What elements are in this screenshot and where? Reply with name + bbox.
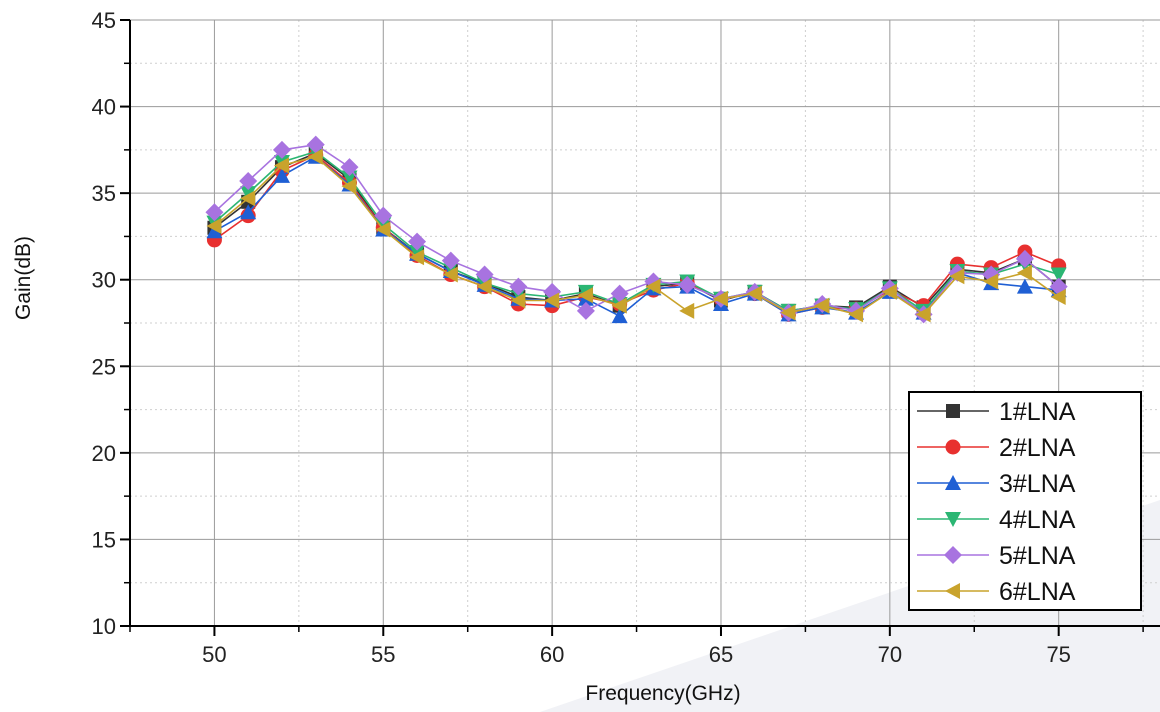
data-point <box>848 306 864 323</box>
y-tick-label: 15 <box>92 527 116 552</box>
x-tick-label: 55 <box>371 642 395 667</box>
series-6 <box>206 148 1066 323</box>
legend-marker <box>946 404 960 418</box>
legend-marker <box>945 583 960 599</box>
data-point <box>375 217 392 233</box>
data-point <box>1016 264 1032 281</box>
x-tick-label: 65 <box>709 642 733 667</box>
data-point <box>409 245 426 261</box>
data-point <box>678 275 697 294</box>
data-point <box>206 218 222 235</box>
y-tick-label: 25 <box>92 354 116 379</box>
data-point <box>273 157 289 174</box>
legend-marker <box>944 546 962 564</box>
data-point <box>272 140 291 159</box>
legend-item: 5#LNA <box>917 542 1076 570</box>
data-point <box>240 190 256 207</box>
data-point <box>611 308 628 324</box>
data-point <box>712 290 728 307</box>
data-point <box>240 204 257 220</box>
legend-item: 1#LNA <box>917 398 1076 426</box>
data-point <box>915 306 931 323</box>
y-tick-label: 10 <box>92 614 116 639</box>
legend-label: 5#LNA <box>999 542 1076 570</box>
legend-marker <box>945 512 961 527</box>
x-axis-label: Frequency(GHz) <box>585 682 740 705</box>
data-point <box>509 277 528 296</box>
tick-labels: 50 55 60 65 70 75 10 15 20 25 30 35 40 45 <box>92 8 1071 667</box>
data-point <box>273 167 290 183</box>
data-point <box>679 302 695 319</box>
data-point <box>476 278 492 295</box>
x-tick-label: 50 <box>202 642 226 667</box>
data-point <box>1050 289 1066 306</box>
data-point <box>1016 278 1033 294</box>
axes <box>120 19 1160 636</box>
data-point <box>205 203 224 222</box>
legend-marker <box>945 439 961 455</box>
data-point <box>610 284 629 303</box>
data-point <box>374 206 393 225</box>
y-tick-label: 35 <box>92 181 116 206</box>
x-tick-label: 60 <box>540 642 564 667</box>
legend-marker <box>945 475 961 490</box>
data-point <box>441 251 460 270</box>
data-point <box>645 278 661 295</box>
legend-box <box>908 391 1142 611</box>
data-point <box>341 178 357 195</box>
data-point <box>1015 249 1034 268</box>
data-point <box>240 186 257 202</box>
legend-item: 2#LNA <box>917 434 1076 462</box>
data-point <box>611 297 627 314</box>
data-point <box>409 249 425 266</box>
data-point <box>814 297 830 314</box>
legend-item: 4#LNA <box>917 506 1076 534</box>
x-tick-label: 70 <box>878 642 902 667</box>
data-point <box>510 292 526 309</box>
y-tick-label: 40 <box>92 95 116 120</box>
data-point <box>307 148 323 165</box>
data-point <box>206 223 223 239</box>
data-point <box>1050 267 1067 283</box>
legend-label: 2#LNA <box>999 434 1076 462</box>
data-point <box>780 304 796 321</box>
data-point <box>544 292 560 309</box>
data-point <box>340 158 359 177</box>
legend-item: 3#LNA <box>917 470 1076 498</box>
data-point <box>576 301 595 320</box>
data-point <box>949 268 965 285</box>
series-layer <box>205 135 1068 324</box>
data-point <box>442 266 458 283</box>
data-point <box>983 273 999 290</box>
legend-label: 3#LNA <box>999 470 1076 498</box>
legend-item: 6#LNA <box>917 578 1076 606</box>
y-tick-label: 45 <box>92 8 116 33</box>
data-point <box>746 285 762 302</box>
y-axis-label: Gain(dB) <box>12 236 35 320</box>
y-tick-label: 20 <box>92 441 116 466</box>
data-point <box>881 283 897 300</box>
legend-label: 4#LNA <box>999 506 1076 534</box>
data-point <box>408 232 427 251</box>
y-tick-label: 30 <box>92 268 116 293</box>
data-point <box>375 221 391 238</box>
legend-label: 6#LNA <box>999 578 1076 606</box>
data-point <box>239 172 258 191</box>
legend: 1#LNA 2#LNA 3#LNA 4#LNA 5#LNA 6#LNA <box>908 391 1142 611</box>
data-point <box>577 287 593 304</box>
legend-label: 1#LNA <box>999 398 1076 426</box>
data-point <box>475 265 494 284</box>
x-tick-label: 75 <box>1046 642 1070 667</box>
data-point <box>306 135 325 154</box>
